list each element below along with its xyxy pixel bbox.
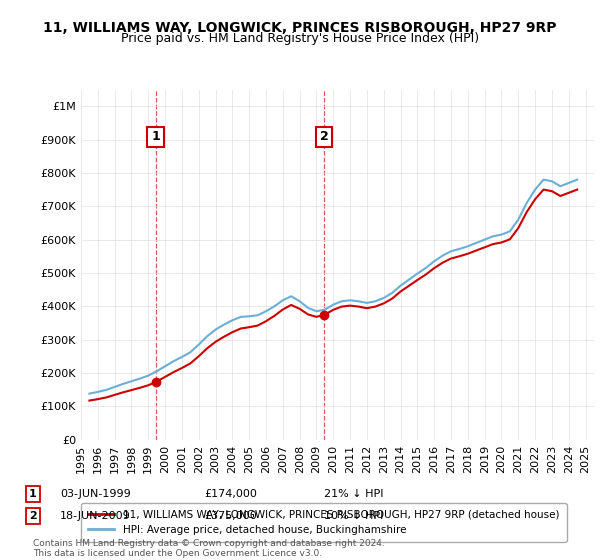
Text: 1: 1 <box>29 489 37 499</box>
Text: 18-JUN-2009: 18-JUN-2009 <box>60 511 131 521</box>
Text: 03-JUN-1999: 03-JUN-1999 <box>60 489 131 499</box>
Legend: 11, WILLIAMS WAY, LONGWICK, PRINCES RISBOROUGH, HP27 9RP (detached house), HPI: : 11, WILLIAMS WAY, LONGWICK, PRINCES RISB… <box>81 502 566 542</box>
Text: £174,000: £174,000 <box>204 489 257 499</box>
Text: Price paid vs. HM Land Registry's House Price Index (HPI): Price paid vs. HM Land Registry's House … <box>121 32 479 45</box>
Text: 1: 1 <box>151 130 160 143</box>
Text: 2: 2 <box>320 130 329 143</box>
Text: 10% ↓ HPI: 10% ↓ HPI <box>324 511 383 521</box>
Text: 11, WILLIAMS WAY, LONGWICK, PRINCES RISBOROUGH, HP27 9RP: 11, WILLIAMS WAY, LONGWICK, PRINCES RISB… <box>43 21 557 35</box>
Text: 21% ↓ HPI: 21% ↓ HPI <box>324 489 383 499</box>
Text: £375,000: £375,000 <box>204 511 257 521</box>
Text: Contains HM Land Registry data © Crown copyright and database right 2024.
This d: Contains HM Land Registry data © Crown c… <box>33 539 385 558</box>
Text: 2: 2 <box>29 511 37 521</box>
